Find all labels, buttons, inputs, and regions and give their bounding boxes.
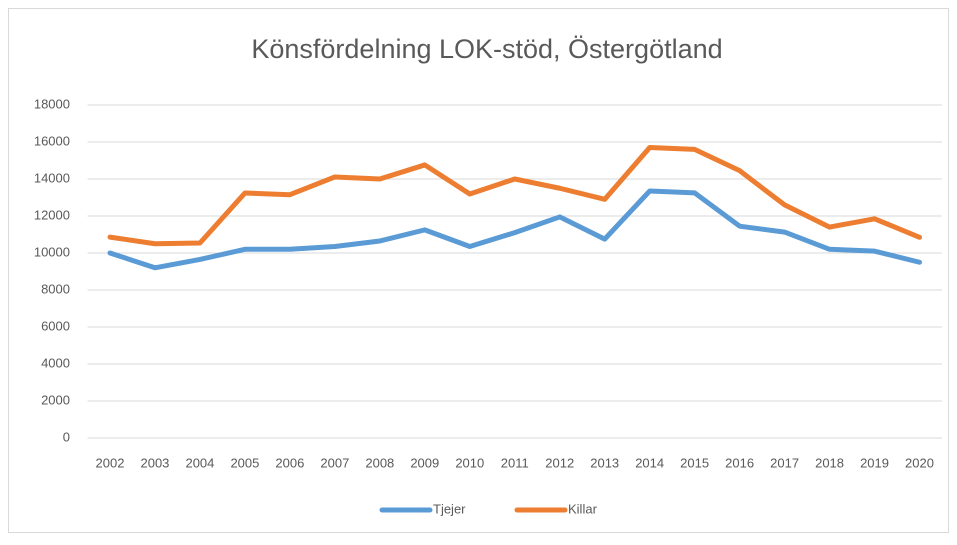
x-tick-label: 2009: [410, 455, 439, 470]
y-tick-label: 18000: [34, 96, 70, 111]
data-line: [107, 188, 923, 271]
x-tick-label: 2005: [230, 455, 259, 470]
y-tick-label: 6000: [41, 318, 70, 333]
chart-title: Könsfördelning LOK-stöd, Östergötland: [251, 34, 722, 64]
y-tick-label: 16000: [34, 133, 70, 148]
x-tick-label: 2010: [455, 455, 484, 470]
x-tick-label: 2015: [680, 455, 709, 470]
legend-label: Tjejer: [433, 501, 466, 516]
y-tick-label: 10000: [34, 244, 70, 259]
y-tick-label: 12000: [34, 207, 70, 222]
x-tick-label: 2013: [590, 455, 619, 470]
data-line: [107, 145, 923, 247]
x-tick-label: 2007: [320, 455, 349, 470]
x-tick-label: 2008: [365, 455, 394, 470]
x-tick-label: 2018: [815, 455, 844, 470]
x-tick-label: 2003: [140, 455, 169, 470]
x-tick-label: 2004: [185, 455, 214, 470]
x-tick-label: 2011: [501, 455, 529, 470]
legend-label: Killar: [568, 501, 598, 516]
x-tick-label: 2002: [96, 455, 125, 470]
x-tick-label: 2019: [860, 455, 889, 470]
x-tick-label: 2012: [545, 455, 574, 470]
y-tick-label: 0: [63, 429, 70, 444]
x-tick-label: 2014: [635, 455, 664, 470]
x-tick-label: 2017: [770, 455, 799, 470]
y-tick-label: 8000: [41, 281, 70, 296]
x-tick-label: 2006: [275, 455, 304, 470]
y-tick-label: 2000: [41, 392, 70, 407]
x-tick-label: 2016: [725, 455, 754, 470]
chart-area: [8, 8, 949, 533]
y-tick-label: 14000: [34, 170, 70, 185]
x-tick-label: 2020: [905, 455, 934, 470]
y-tick-label: 4000: [41, 355, 70, 370]
